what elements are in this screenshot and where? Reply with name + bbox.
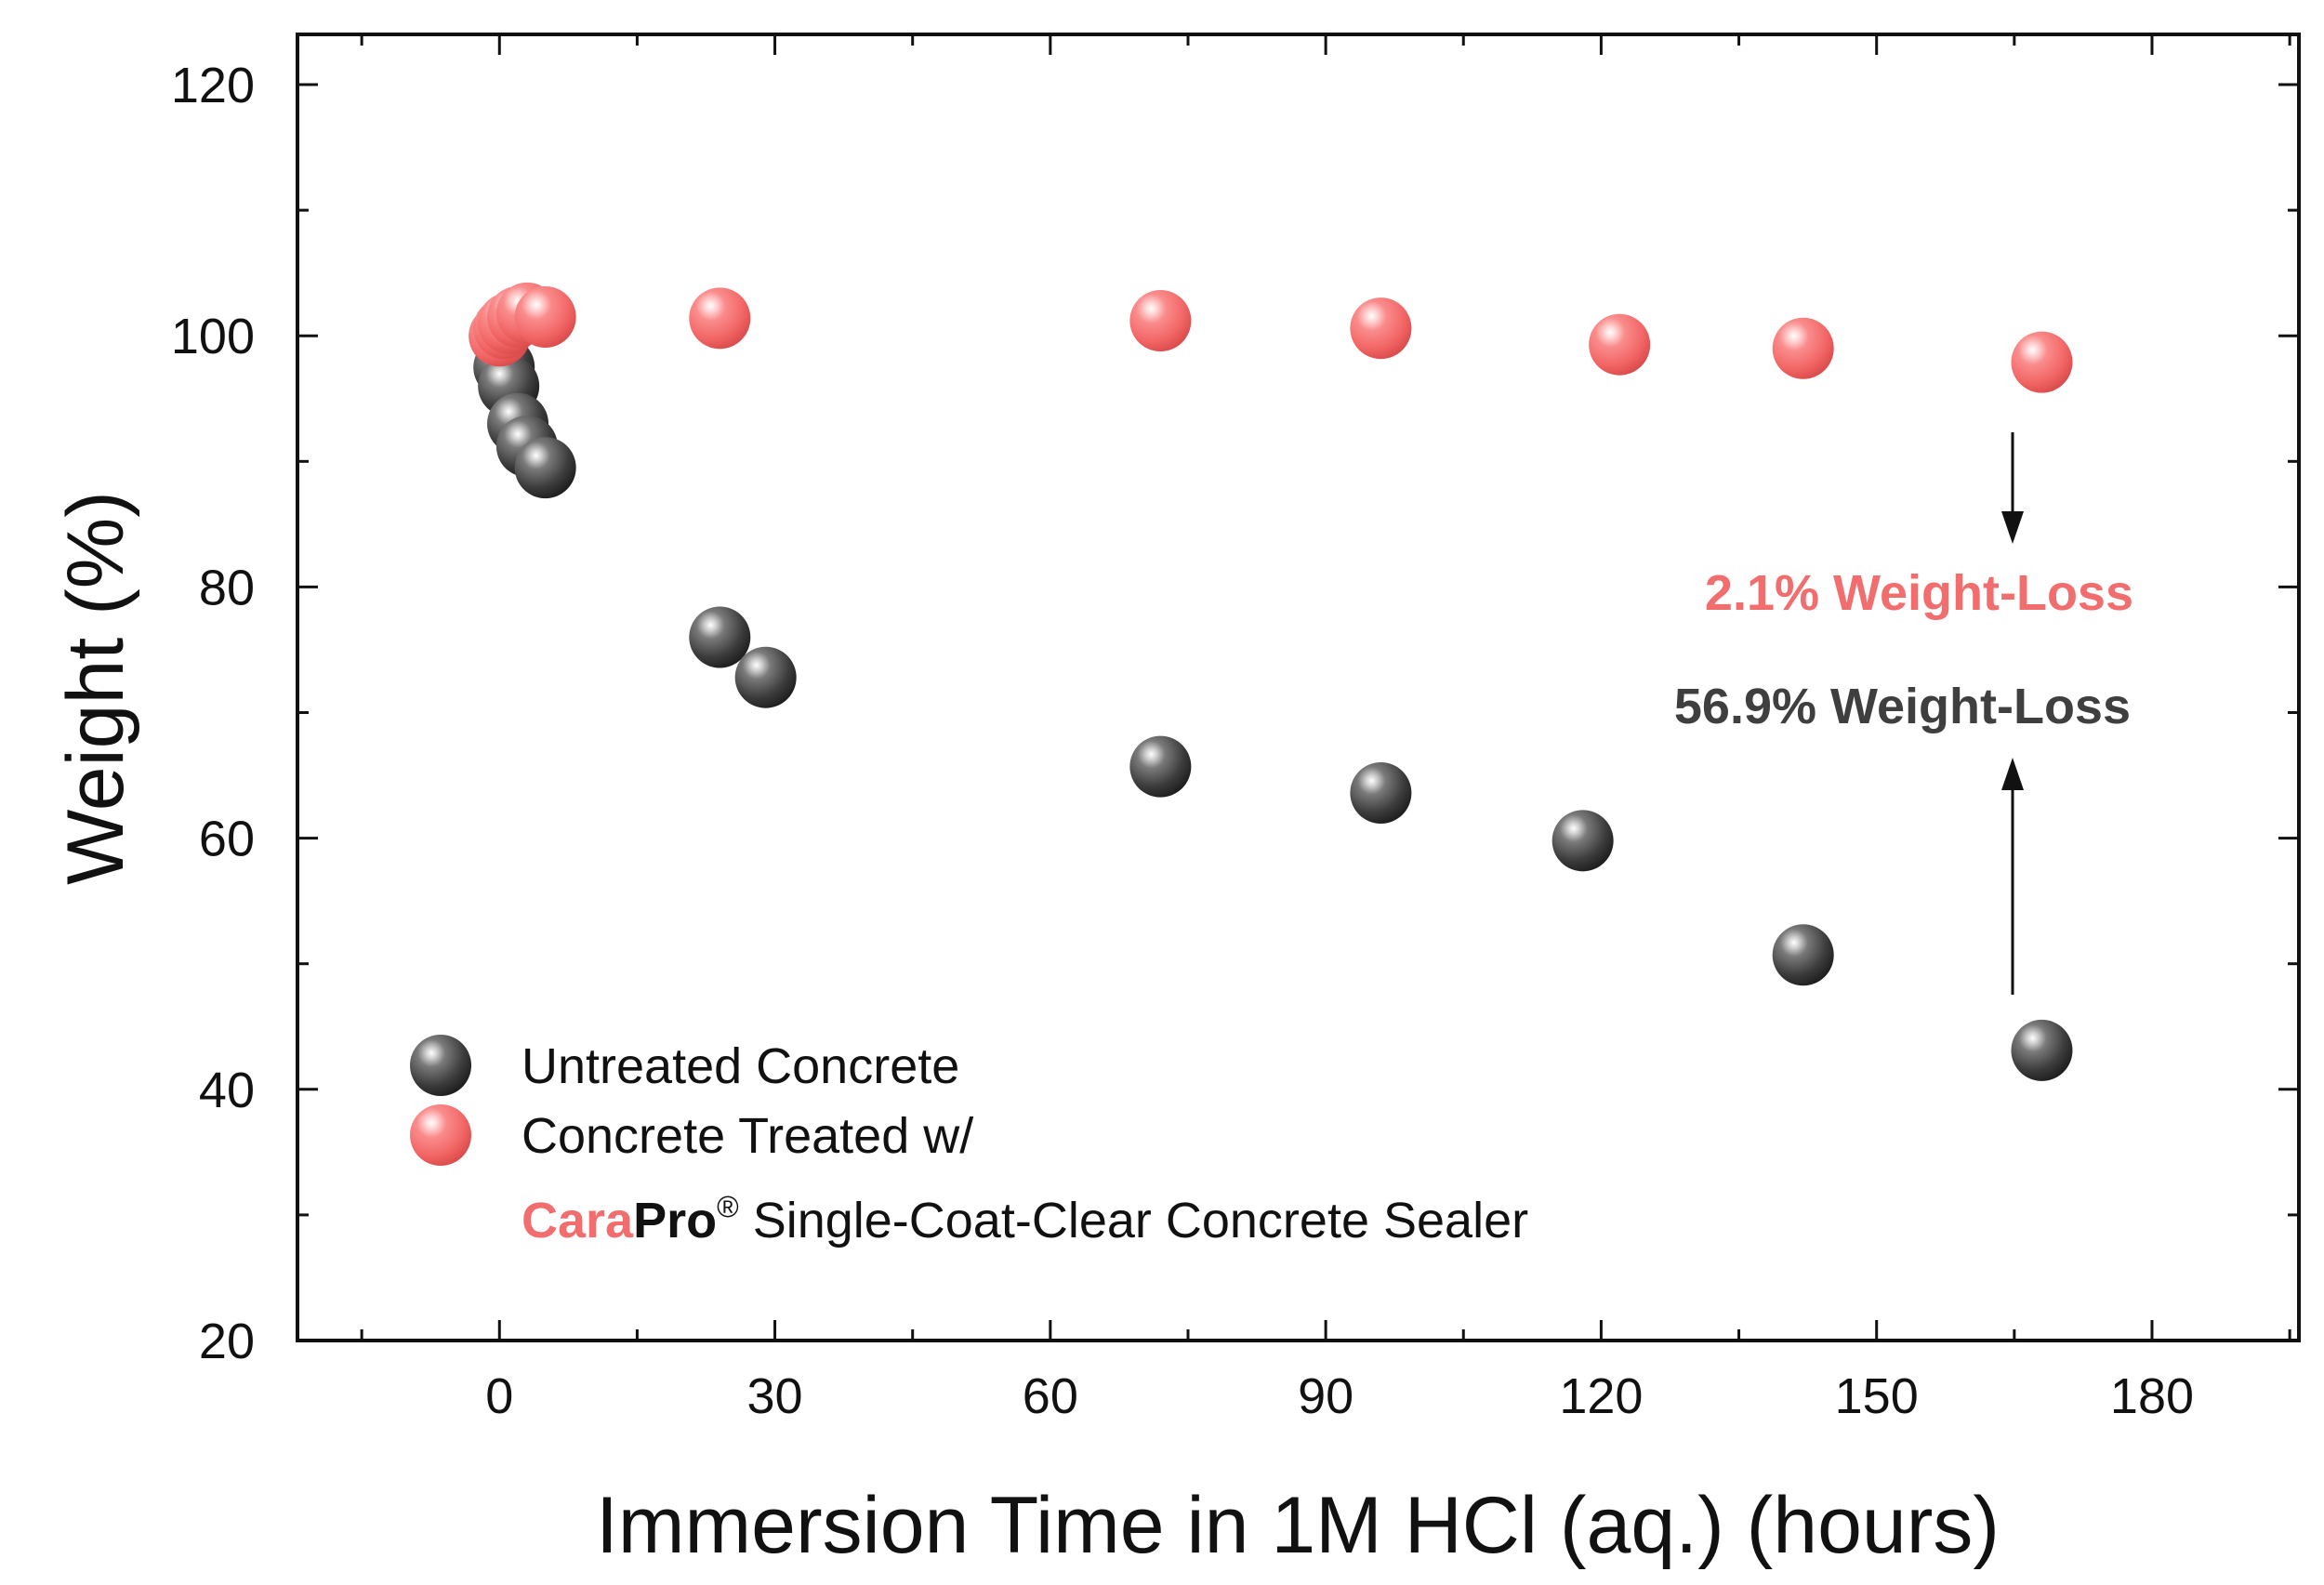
plot-frame	[296, 33, 2301, 1342]
treated-point	[1350, 297, 1412, 360]
y-axis-ticks	[297, 83, 2299, 1342]
legend: Untreated Concrete Concrete Treated w/ C…	[410, 1035, 1528, 1248]
x-axis-title: Immersion Time in 1M HCl (aq.) (hours)	[596, 1481, 2000, 1570]
legend-marker-untreated	[410, 1035, 471, 1096]
x-tick-label: 60	[1023, 1368, 1078, 1424]
y-tick-label: 100	[171, 309, 255, 364]
legend-label-treated-line2: CaraPro® Single-Coat-Clear Concrete Seal…	[522, 1190, 1528, 1248]
x-tick-label: 90	[1298, 1368, 1353, 1424]
y-tick-label: 120	[171, 58, 255, 113]
x-axis-tick-labels: 0 30 60 90 120 150 180	[485, 1368, 2194, 1424]
y-tick-label: 40	[199, 1063, 255, 1118]
y-tick-label: 60	[199, 812, 255, 867]
untreated-point	[514, 437, 576, 499]
y-axis-tick-labels: 20 40 60 80 100 120	[171, 58, 255, 1369]
x-tick-label: 0	[485, 1368, 513, 1424]
untreated-point	[734, 646, 797, 708]
brand-pro: Pro	[633, 1193, 717, 1248]
treated-point	[689, 287, 751, 350]
y-axis-title: Weight (%)	[51, 491, 140, 885]
annotation-arrows	[2001, 432, 2024, 995]
untreated-point	[1552, 810, 1614, 872]
treated-point	[1589, 313, 1651, 376]
series-untreated	[469, 305, 2073, 1081]
untreated-point	[1129, 735, 1192, 798]
legend-label-untreated: Untreated Concrete	[522, 1038, 959, 1094]
arrow-up-head	[2001, 758, 2024, 790]
x-tick-label: 150	[1835, 1368, 1919, 1424]
registered-mark: ®	[717, 1190, 739, 1223]
y-tick-label: 20	[199, 1314, 255, 1369]
treated-point	[1129, 290, 1192, 352]
untreated-point	[1350, 761, 1412, 824]
untreated-point	[2011, 1019, 2073, 1081]
series-treated	[469, 282, 2073, 393]
treated-point	[514, 285, 576, 348]
y-tick-label: 80	[199, 560, 255, 615]
arrow-down-head	[2001, 511, 2024, 544]
x-tick-label: 180	[2110, 1368, 2194, 1424]
sealer-label: Single-Coat-Clear Concrete Sealer	[739, 1193, 1528, 1248]
x-tick-label: 120	[1559, 1368, 1643, 1424]
legend-marker-treated	[410, 1104, 471, 1166]
legend-label-treated: Concrete Treated w/	[522, 1108, 973, 1164]
x-axis-ticks	[360, 34, 2291, 1341]
brand-cara: Cara	[522, 1193, 634, 1248]
treated-point	[1772, 317, 1834, 379]
annotation-untreated-loss: 56.9% Weight-Loss	[1674, 679, 2131, 734]
untreated-point	[1772, 924, 1834, 986]
x-tick-label: 30	[747, 1368, 803, 1424]
untreated-point	[689, 606, 751, 668]
annotation-treated-loss: 2.1% Weight-Loss	[1705, 565, 2133, 621]
treated-point	[2011, 331, 2073, 393]
